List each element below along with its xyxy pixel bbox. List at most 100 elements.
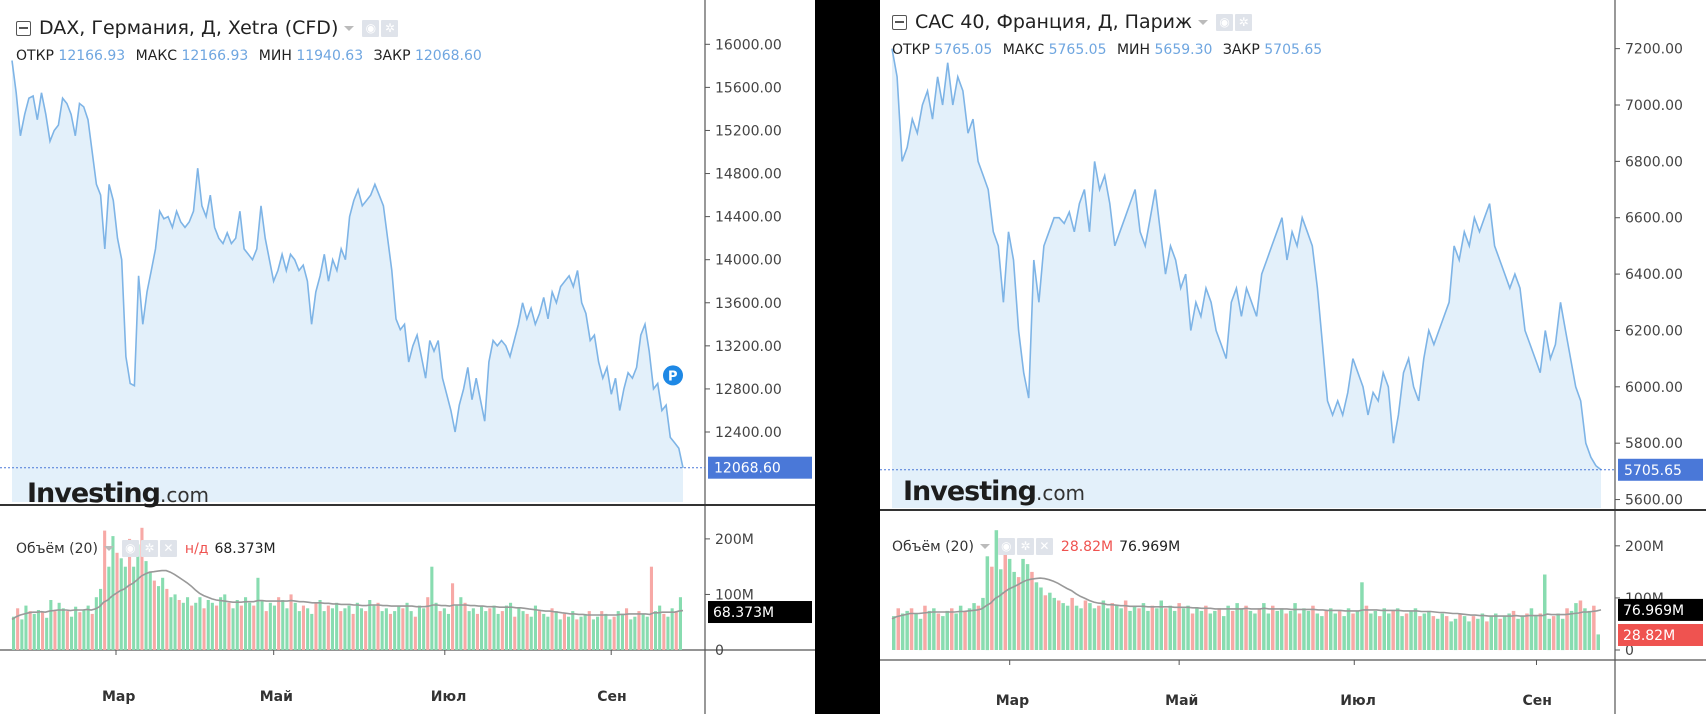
volume-bar: [596, 616, 600, 650]
close-icon[interactable]: ✕: [1035, 538, 1053, 555]
volume-bar: [1177, 603, 1181, 650]
gear-icon[interactable]: ✲: [140, 540, 158, 557]
volume-bar: [612, 616, 616, 650]
cac-title-row: CAC 40, Франция, Д, Париж ◉ ✲: [892, 11, 1254, 33]
volume-bar: [1003, 545, 1007, 650]
volume-bar: [670, 608, 674, 650]
cac-low-label: МИН: [1116, 42, 1151, 58]
volume-bar: [1404, 613, 1409, 650]
volume-bar: [475, 613, 479, 650]
volume-bar: [999, 569, 1003, 650]
volume-bar: [123, 566, 127, 650]
chevron-down-icon[interactable]: [344, 25, 355, 31]
gear-icon[interactable]: ✲: [1016, 538, 1034, 555]
volume-bar: [1551, 616, 1556, 650]
eye-icon[interactable]: ◉: [121, 540, 139, 557]
volume-bar: [976, 605, 981, 650]
chevron-down-icon[interactable]: [1198, 19, 1209, 25]
gear-icon[interactable]: ✲: [381, 19, 399, 37]
volume-bar: [1342, 616, 1346, 650]
collapse-icon[interactable]: [16, 20, 31, 36]
volume-bar: [169, 597, 173, 650]
volume-bar: [1511, 610, 1516, 650]
volume-bar: [1369, 613, 1373, 650]
dax-open-label: ОТКР: [16, 48, 54, 64]
volume-bar: [1025, 564, 1030, 650]
chevron-down-icon[interactable]: [103, 546, 114, 551]
volume-neg-label: 28.82M: [1623, 628, 1675, 644]
volume-bar: [554, 611, 558, 650]
volume-bar: [1355, 610, 1360, 650]
volume-bar: [94, 597, 98, 650]
volume-bar: [306, 608, 310, 650]
volume-bar: [1155, 608, 1159, 650]
volume-bar: [1230, 610, 1235, 650]
volume-bar: [1293, 603, 1297, 650]
time-tick-label: Сен: [1522, 693, 1551, 709]
volume-bar: [318, 600, 322, 650]
volume-bar: [1115, 605, 1119, 650]
volume-bar: [1306, 610, 1311, 650]
cac-ohlc-row: ОТКР 5765.05 МАКС 5765.05 МИН 5659.30 ЗА…: [892, 42, 1328, 58]
volume-bar: [941, 616, 945, 650]
volume-bar: [413, 616, 417, 650]
volume-bar: [1057, 600, 1061, 650]
volume-bar: [645, 616, 649, 650]
volume-bar: [198, 597, 202, 650]
volume-bar: [24, 605, 28, 650]
volume-bar: [954, 613, 958, 650]
volume-bar: [1030, 571, 1034, 650]
gear-icon[interactable]: ✲: [1235, 13, 1253, 31]
chevron-down-icon[interactable]: [979, 544, 990, 549]
volume-bar: [1172, 610, 1177, 650]
volume-bar: [1271, 605, 1275, 650]
eye-icon[interactable]: ◉: [997, 538, 1015, 555]
volume-bar: [1467, 621, 1471, 650]
dax-volume-label: Объём (20): [16, 540, 98, 557]
volume-bar: [256, 577, 260, 650]
p-marker-label: P: [668, 369, 678, 384]
cac-low-value: 5659.30: [1154, 42, 1213, 58]
volume-bar: [1012, 571, 1016, 650]
volume-bar: [1083, 600, 1088, 650]
time-tick-label: Сен: [597, 689, 626, 705]
volume-bar: [496, 613, 500, 650]
volume-bar: [1391, 610, 1395, 650]
volume-bar: [963, 610, 967, 650]
volume-bar: [1164, 608, 1168, 650]
volume-bar: [206, 600, 210, 650]
volume-bar: [215, 605, 219, 650]
volume-bar: [388, 613, 392, 650]
volume-bar: [900, 613, 905, 650]
price-tick-label: 15200.00: [715, 123, 782, 139]
volume-bar: [1275, 610, 1279, 650]
price-tick-label: 6200.00: [1625, 323, 1683, 339]
price-tick-label: 6600.00: [1625, 211, 1683, 227]
volume-bar: [32, 613, 36, 650]
volume-bar: [1239, 608, 1244, 650]
cac-open-value: 5765.05: [934, 42, 993, 58]
volume-bar: [604, 613, 608, 650]
volume-bar: [326, 605, 330, 650]
volume-bar: [1489, 616, 1493, 650]
volume-bar: [649, 566, 653, 650]
cac-volume-neg-value: 28.82M: [1060, 538, 1114, 555]
volume-bar: [1418, 616, 1422, 650]
price-tick-label: 13600.00: [715, 296, 782, 312]
volume-bar: [1596, 634, 1600, 650]
collapse-icon[interactable]: [892, 14, 907, 30]
close-icon[interactable]: ✕: [159, 540, 177, 557]
price-area: [892, 48, 1601, 508]
volume-bar: [140, 527, 144, 650]
volume-bar: [587, 611, 591, 650]
volume-bar: [1132, 605, 1137, 650]
volume-bar: [1569, 610, 1574, 650]
volume-bar: [1123, 600, 1128, 650]
volume-bar: [1560, 618, 1565, 651]
price-tick-label: 6800.00: [1625, 154, 1683, 170]
volume-bar: [136, 544, 140, 650]
volume-bar: [1565, 608, 1569, 650]
eye-icon[interactable]: ◉: [1216, 13, 1234, 31]
volume-bar: [405, 602, 409, 650]
eye-icon[interactable]: ◉: [362, 19, 380, 37]
